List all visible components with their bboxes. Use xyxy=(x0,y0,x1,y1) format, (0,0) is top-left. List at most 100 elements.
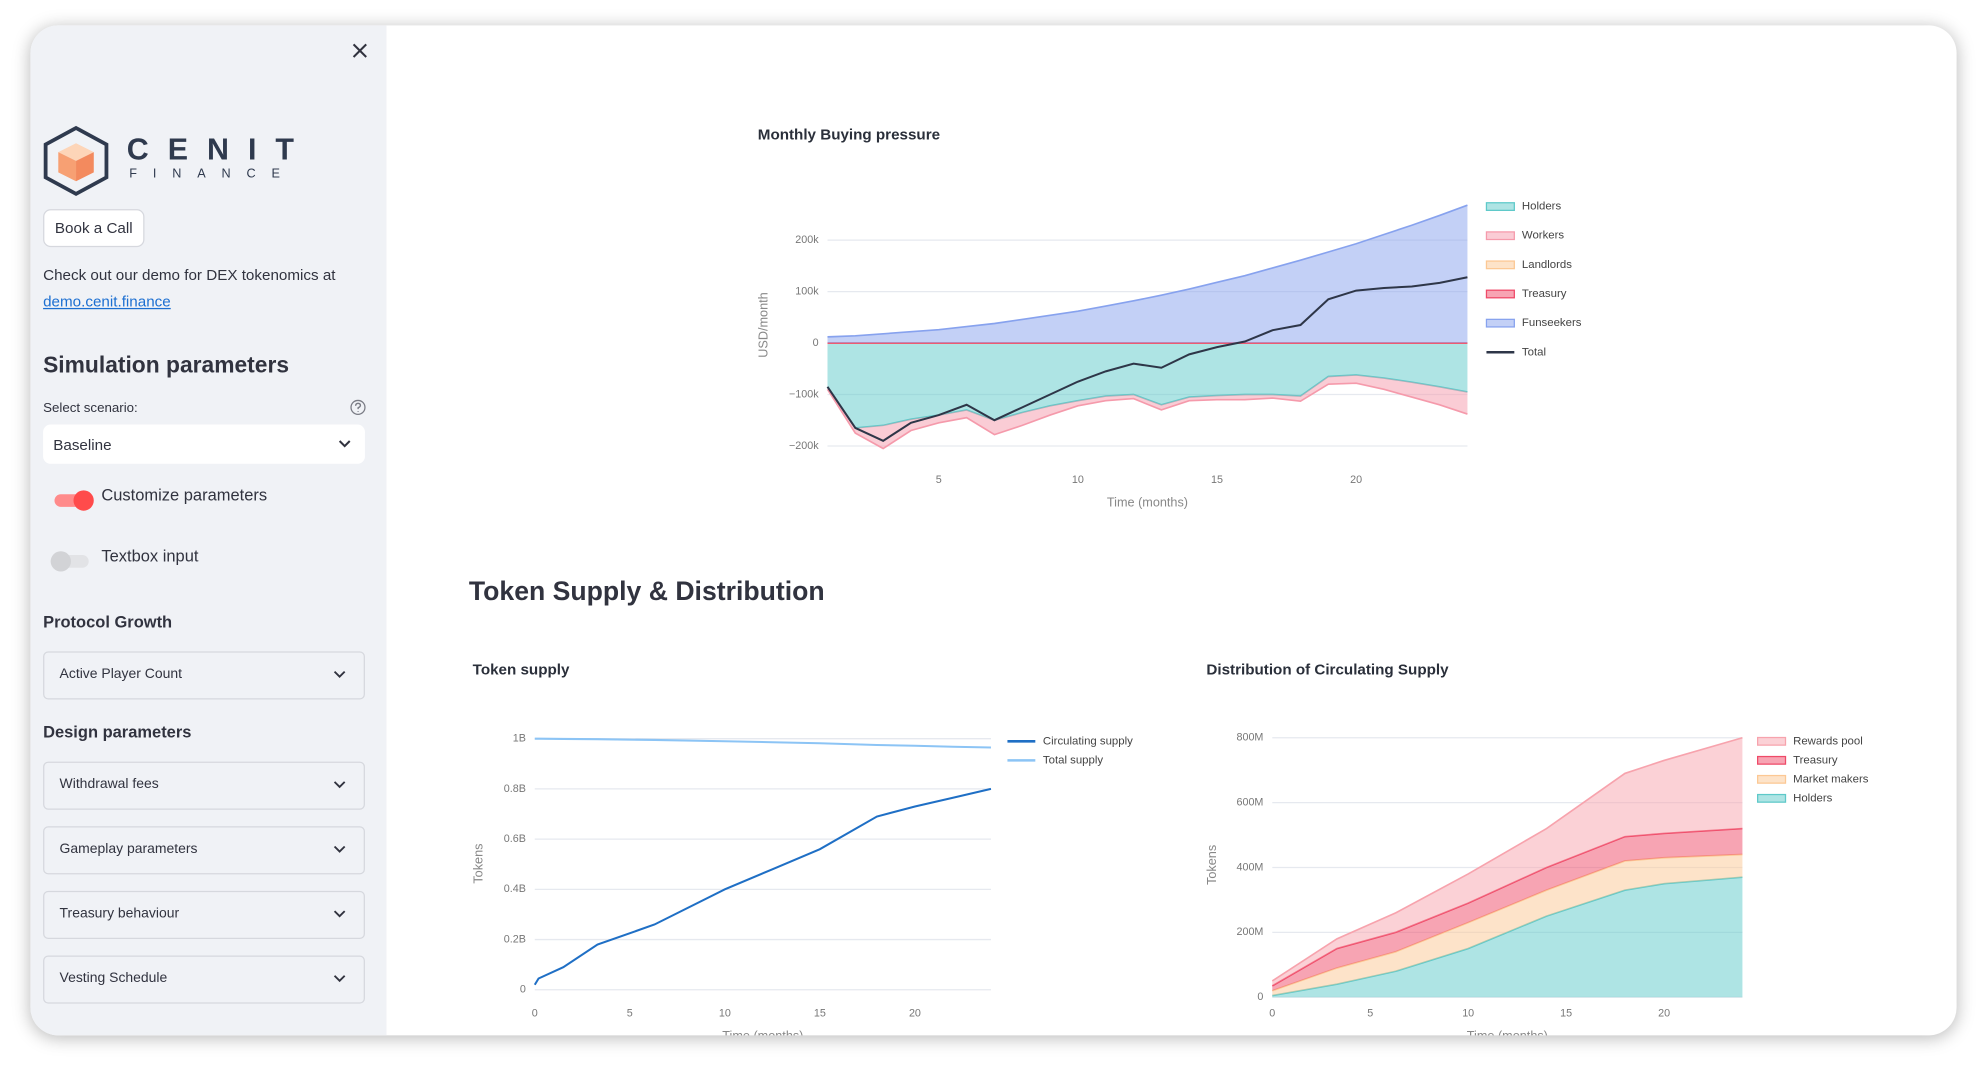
y-tick-label: 200k xyxy=(795,234,819,246)
toggle-knob xyxy=(50,551,71,572)
x-axis-title: Time (months) xyxy=(722,1029,803,1035)
x-tick-label: 5 xyxy=(1367,1008,1373,1020)
legend-swatch xyxy=(1757,774,1787,784)
chart-title: Token supply xyxy=(473,661,570,678)
y-tick-label: 0.6B xyxy=(504,833,526,845)
area-fill xyxy=(1272,737,1743,986)
legend-label: Market makers xyxy=(1793,773,1869,785)
expander[interactable]: Active Player Count xyxy=(43,651,365,700)
legend-label: Workers xyxy=(1522,230,1564,242)
chevron xyxy=(333,845,346,853)
sidebar-heading: Simulation parameters xyxy=(43,352,290,378)
demo-text: Check out our demo for DEX tokenomics at xyxy=(43,266,336,284)
chevron xyxy=(333,910,346,918)
x-tick-label: 5 xyxy=(936,474,942,486)
toggle-label: Customize parameters xyxy=(101,485,268,505)
y-tick-label: −200k xyxy=(789,440,819,452)
y-tick-label: 600M xyxy=(1236,796,1263,808)
x-tick-label: 10 xyxy=(719,1008,731,1020)
y-tick-label: 0.8B xyxy=(504,783,526,795)
expander-label: Active Player Count xyxy=(59,666,182,682)
x-tick-label: 10 xyxy=(1072,474,1084,486)
demo-link[interactable]: demo.cenit.finance xyxy=(43,292,171,311)
book-call-button[interactable]: Book a Call xyxy=(43,209,145,248)
chart-title: Distribution of Circulating Supply xyxy=(1206,661,1449,678)
chevron xyxy=(338,440,351,448)
y-tick-label: 0 xyxy=(1257,991,1263,1003)
legend-swatch xyxy=(1485,231,1515,241)
legend-swatch xyxy=(1757,793,1787,803)
chevron xyxy=(333,670,346,679)
area-fill xyxy=(827,205,1468,344)
expander[interactable]: Vesting Schedule xyxy=(43,955,365,1004)
expander[interactable]: Withdrawal fees xyxy=(43,761,365,810)
x-tick-label: 15 xyxy=(814,1008,826,1020)
chevron xyxy=(333,975,346,983)
expander-label: Gameplay parameters xyxy=(59,841,198,857)
x-tick-label: 5 xyxy=(627,1008,633,1020)
chart-title: Monthly Buying pressure xyxy=(758,127,940,144)
area-edge xyxy=(827,204,1468,338)
line xyxy=(534,737,991,749)
area-edge xyxy=(1271,736,1743,982)
x-axis-title: Time (months) xyxy=(1107,495,1188,509)
line xyxy=(826,276,1468,442)
legend-swatch xyxy=(1485,202,1515,211)
legend-swatch xyxy=(1485,289,1515,299)
x-tick-label: 15 xyxy=(1560,1008,1572,1020)
x-tick-label: 15 xyxy=(1211,474,1223,486)
y-axis-title: Tokens xyxy=(471,844,485,884)
y-axis-title: USD/month xyxy=(756,292,770,357)
toggle-knob xyxy=(73,490,94,511)
app-content: Token Supply & Distribution Monthly Buyi… xyxy=(30,25,1956,1036)
section-title: Token Supply & Distribution xyxy=(469,576,825,606)
legend-label: Rewards pool xyxy=(1793,735,1863,747)
legend-swatch xyxy=(1485,318,1515,328)
scenario-label: Select scenario: xyxy=(43,400,138,416)
line xyxy=(533,787,992,986)
y-axis-title: Tokens xyxy=(1205,845,1219,885)
legend-label: Treasury xyxy=(1793,754,1838,766)
area-edge xyxy=(826,382,1468,450)
y-tick-label: 100k xyxy=(795,285,819,297)
y-tick-label: 0 xyxy=(520,984,526,996)
legend-label: Total xyxy=(1522,346,1546,358)
chevron xyxy=(333,781,346,789)
legend-label: Total supply xyxy=(1043,754,1103,766)
x-tick-label: 20 xyxy=(1658,1008,1670,1020)
app-window: Token Supply & Distribution Monthly Buyi… xyxy=(30,25,1957,1036)
scenario-select[interactable]: Baseline xyxy=(43,424,365,464)
section-title: Protocol Growth xyxy=(43,612,173,632)
x-tick-label: 10 xyxy=(1462,1008,1474,1020)
toggle-switch[interactable] xyxy=(54,490,94,511)
logo-tagline: FINANCE xyxy=(129,167,296,182)
area-fill xyxy=(1272,854,1743,996)
main-area: Token Supply & Distribution Monthly Buyi… xyxy=(469,127,1869,1036)
expander-label: Vesting Schedule xyxy=(59,970,168,986)
legend-label: Holders xyxy=(1522,201,1562,213)
toggle-switch[interactable] xyxy=(50,551,89,572)
area-fill xyxy=(827,343,1468,428)
legend-label: Landlords xyxy=(1522,259,1572,271)
legend-label: Funseekers xyxy=(1522,317,1582,329)
expander[interactable]: Gameplay parameters xyxy=(43,826,365,875)
area-fill xyxy=(1272,877,1743,998)
legend-label: Circulating supply xyxy=(1043,735,1133,747)
close-button[interactable] xyxy=(352,43,367,58)
y-tick-label: 0.2B xyxy=(504,933,526,945)
y-tick-label: −100k xyxy=(789,388,819,400)
legend-label: Holders xyxy=(1793,792,1833,804)
section-title: Design parameters xyxy=(43,722,192,742)
legend-swatch xyxy=(1757,736,1787,746)
help-icon[interactable] xyxy=(350,399,366,416)
x-tick-label: 20 xyxy=(1350,474,1362,486)
expander[interactable]: Treasury behaviour xyxy=(43,890,365,940)
y-tick-label: 800M xyxy=(1236,732,1263,744)
scenario-value: Baseline xyxy=(53,435,112,454)
y-tick-label: 1B xyxy=(513,733,526,745)
y-tick-label: 0 xyxy=(813,337,819,349)
y-tick-label: 200M xyxy=(1236,926,1263,938)
legend-swatch xyxy=(1757,755,1787,765)
